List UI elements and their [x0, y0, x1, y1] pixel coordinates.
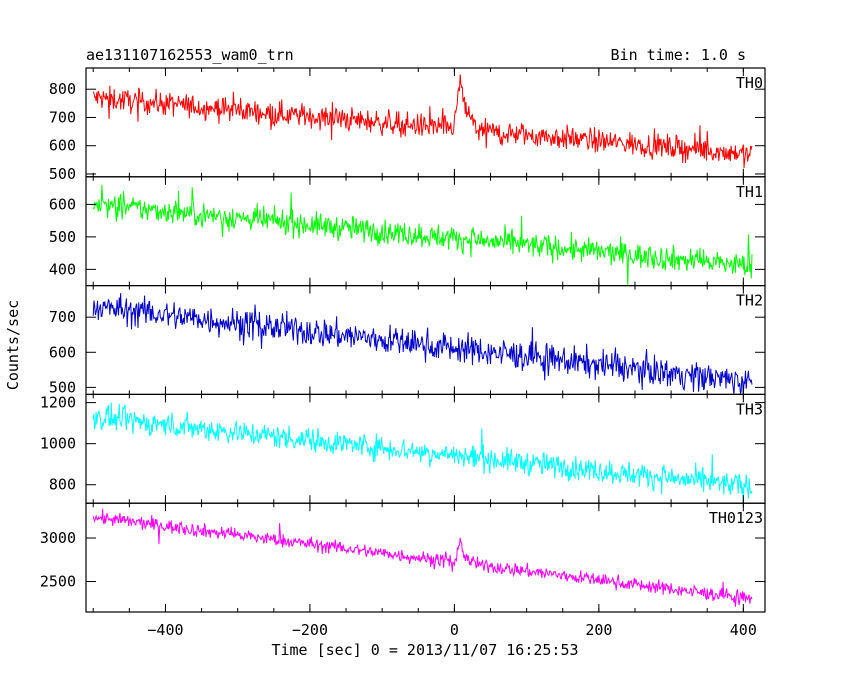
panel-label: TH2 [736, 292, 763, 310]
y-tick-label: 600 [49, 343, 76, 361]
y-tick-label: 600 [49, 195, 76, 213]
panel-th3: 800 1000 1200 TH3 [40, 394, 766, 504]
panel-th1: 400 500 600 TH1 [49, 176, 766, 287]
y-tick-label: 800 [49, 476, 76, 494]
y-tick-label: 600 [49, 137, 76, 155]
panel-frame [85, 502, 766, 613]
y-tick-label: 1000 [40, 435, 76, 453]
x-axis-label: Time [sec] 0 = 2013/11/07 16:25:53 [271, 641, 578, 659]
chart-title-right: Bin time: 1.0 s [611, 46, 746, 64]
chart-title-left: ae131107162553_wam0_trn [86, 46, 294, 64]
y-axis-label: Counts/sec [4, 300, 22, 390]
y-tick-label: 500 [49, 165, 76, 183]
series-line-th2 [92, 293, 753, 395]
panel-th0: 500 600 700 800 TH0 [49, 67, 766, 183]
series-line-th3 [92, 402, 753, 502]
series-line-th0 [92, 74, 753, 169]
panels-group: 500 600 700 800 TH0 400 500 600 TH1 500 600 700 TH2 8… [40, 67, 766, 639]
y-tick-label: 700 [49, 308, 76, 326]
y-tick-label: 400 [49, 260, 76, 278]
series-line-th0123 [92, 508, 753, 607]
x-tick-label: −400 [147, 621, 183, 639]
series-line-th1 [92, 184, 753, 286]
x-tick-label: 0 [450, 621, 459, 639]
y-tick-label: 500 [49, 228, 76, 246]
panel-label: TH0123 [709, 509, 763, 527]
panel-label: TH0 [736, 74, 763, 92]
x-tick-label: −200 [292, 621, 328, 639]
y-tick-label: 500 [49, 378, 76, 396]
x-tick-label: 200 [585, 621, 612, 639]
y-tick-label: 2500 [40, 573, 76, 591]
y-tick-label: 700 [49, 108, 76, 126]
x-tick-label: 400 [730, 621, 757, 639]
panel-frame [85, 176, 766, 287]
panel-label: TH3 [736, 400, 763, 418]
y-tick-label: 3000 [40, 529, 76, 547]
y-tick-label: 1200 [40, 394, 76, 412]
panel-th0123: 2500 3000 TH0123 [40, 502, 766, 613]
panel-th2: 500 600 700 TH2 [49, 285, 766, 396]
panel-label: TH1 [736, 183, 763, 201]
y-tick-label: 800 [49, 80, 76, 98]
